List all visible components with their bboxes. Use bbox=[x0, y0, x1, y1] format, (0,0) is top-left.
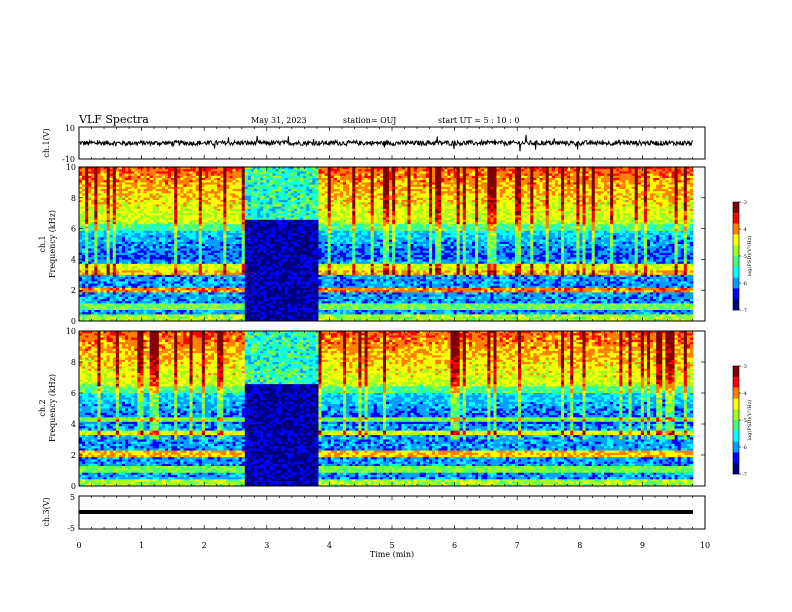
x-tick-label-10: 10 bbox=[700, 541, 710, 550]
spec2-ytick-4: 4 bbox=[71, 420, 76, 429]
cbar1-tick--3: -3 bbox=[742, 200, 747, 206]
date-label: May 31, 2023 bbox=[251, 116, 307, 125]
vlf-figure: VLF Spectra May 31, 2023 station= OUJ st… bbox=[0, 0, 792, 612]
x-tick-label-4: 4 bbox=[327, 541, 332, 550]
ch3-ytick-top: 5 bbox=[70, 493, 75, 502]
cbar2-tick--3: -3 bbox=[742, 364, 747, 370]
spec1-ytick-6: 6 bbox=[71, 225, 76, 234]
cbar2-label: log(PSD)(V²/Hz) bbox=[746, 400, 753, 441]
x-tick-label-2: 2 bbox=[202, 541, 207, 550]
ch3-ytick-bottom: -5 bbox=[67, 524, 75, 533]
x-tick-label-3: 3 bbox=[264, 541, 269, 550]
ch1-waveform-panel: 10 -10 ch.1(V) bbox=[42, 124, 705, 164]
cbar1-tick--6: -6 bbox=[742, 281, 747, 287]
ch3-waveform-trace bbox=[79, 510, 693, 514]
station-label: station= OUJ bbox=[343, 116, 396, 125]
spec1-ytick-8: 8 bbox=[71, 194, 76, 203]
spec2-ytick-2: 2 bbox=[71, 451, 76, 460]
cbar2-tick--4: -4 bbox=[742, 391, 747, 397]
x-tick-label-5: 5 bbox=[389, 541, 394, 550]
spec1-ytick-10: 10 bbox=[66, 163, 76, 172]
x-tick-label-6: 6 bbox=[452, 541, 457, 550]
ch2-spectrogram-image bbox=[79, 331, 693, 486]
ch1-ytick-top: 10 bbox=[65, 124, 75, 133]
cbar2-tick--6: -6 bbox=[742, 445, 747, 451]
cbar2-tick--7: -7 bbox=[742, 472, 747, 478]
ch1-spec-ylabel-top: ch.1 bbox=[38, 235, 47, 252]
x-axis-label: Time (min) bbox=[370, 550, 414, 559]
spec1-ytick-4: 4 bbox=[71, 255, 76, 264]
ch1-spec-ylabel-bottom: Frequency (kHz) bbox=[48, 210, 57, 278]
x-tick-label-9: 9 bbox=[640, 541, 645, 550]
x-tick-label-1: 1 bbox=[139, 541, 144, 550]
x-tick-label-8: 8 bbox=[577, 541, 582, 550]
ch3-ylabel: ch.3(V) bbox=[42, 497, 51, 526]
spec2-ytick-6: 6 bbox=[71, 389, 76, 398]
ch1-spectrogram-image bbox=[79, 167, 693, 321]
ch2-spec-ylabel-bottom: Frequency (kHz) bbox=[48, 374, 57, 442]
cbar1-tick--4: -4 bbox=[742, 227, 747, 233]
spec2-ytick-10: 10 bbox=[66, 327, 76, 336]
x-axis-tick-labels: 0 1 2 3 4 5 6 7 8 9 10 bbox=[76, 541, 710, 550]
ch3-waveform-panel: 5 -5 ch.3(V) bbox=[42, 493, 705, 533]
spec2-ytick-0: 0 bbox=[71, 482, 76, 491]
spec1-ytick-0: 0 bbox=[71, 317, 76, 326]
cbar1-label: log(PSD)(V²/Hz) bbox=[746, 236, 753, 277]
ch2-spec-ylabel-top: ch.2 bbox=[38, 399, 47, 416]
spec2-ytick-8: 8 bbox=[71, 358, 76, 367]
cbar1-tick--7: -7 bbox=[742, 308, 747, 314]
start-time-label: start UT = 5 : 10 : 0 bbox=[438, 116, 519, 125]
x-tick-label-0: 0 bbox=[76, 541, 81, 550]
ch1-ylabel: ch.1(V) bbox=[42, 128, 51, 157]
spec1-ytick-2: 2 bbox=[71, 286, 76, 295]
x-tick-label-7: 7 bbox=[515, 541, 520, 550]
figure-title: VLF Spectra bbox=[78, 113, 149, 126]
